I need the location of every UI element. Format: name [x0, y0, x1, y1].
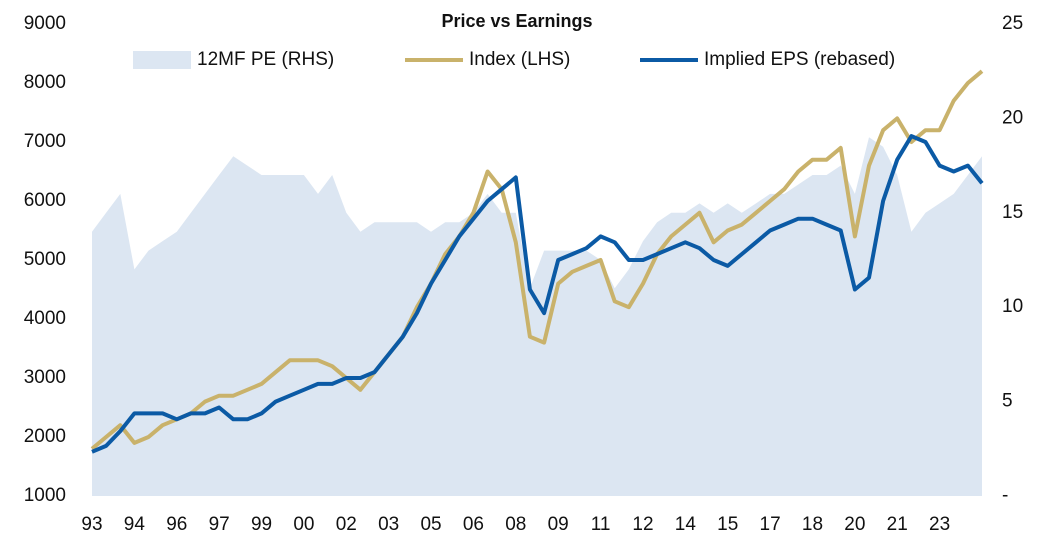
- x-tick-label: 12: [632, 514, 653, 535]
- x-tick-label: 03: [378, 514, 399, 535]
- y-tick-label: 6000: [24, 190, 66, 211]
- y-tick-label: 5000: [24, 249, 66, 270]
- chart-title: Price vs Earnings: [441, 11, 592, 31]
- legend-label: Index (LHS): [469, 49, 570, 70]
- x-tick-label: 99: [251, 514, 272, 535]
- y-tick-label: 4000: [24, 308, 66, 329]
- y2-tick-label: 25: [1002, 13, 1023, 34]
- line: [90, 69, 984, 451]
- y-tick-label: 7000: [24, 131, 66, 152]
- y-tick-label: 8000: [24, 72, 66, 93]
- x-tick-label: 94: [124, 514, 146, 535]
- x-tick-label: 97: [209, 514, 230, 535]
- x-tick-label: 21: [887, 514, 908, 535]
- x-tick-label: 02: [336, 514, 357, 535]
- y2-tick-label: 10: [1002, 296, 1023, 317]
- x-tick-label: 18: [802, 514, 823, 535]
- legend-label: 12MF PE (RHS): [197, 49, 334, 70]
- x-tick-label: 09: [548, 514, 569, 535]
- x-tick-label: 23: [929, 514, 950, 535]
- legend-swatch: [133, 51, 191, 69]
- y-tick-label: 9000: [24, 13, 66, 34]
- x-tick-label: 96: [166, 514, 187, 535]
- x-tick-label: 00: [293, 514, 314, 535]
- x-tick-label: 06: [463, 514, 484, 535]
- area: [92, 137, 982, 497]
- y2-tick-label: 15: [1002, 202, 1023, 223]
- x-tick-label: 17: [760, 514, 781, 535]
- y2-tick-label: -: [1002, 485, 1008, 506]
- x-tick-label: 05: [420, 514, 441, 535]
- x-tick-label: 11: [591, 514, 611, 535]
- x-tick-label: 14: [675, 514, 697, 535]
- y-tick-label: 2000: [24, 426, 66, 447]
- y2-tick-label: 5: [1002, 391, 1013, 412]
- y2-tick-label: 20: [1002, 107, 1023, 128]
- x-tick-label: 08: [505, 514, 526, 535]
- y-tick-label: 3000: [24, 367, 66, 388]
- legend-label: Implied EPS (rebased): [704, 49, 895, 70]
- x-tick-label: 93: [81, 514, 102, 535]
- y-tick-label: 1000: [24, 485, 66, 506]
- x-tick-label: 15: [717, 514, 738, 535]
- x-tick-label: 20: [844, 514, 865, 535]
- line: [91, 134, 984, 454]
